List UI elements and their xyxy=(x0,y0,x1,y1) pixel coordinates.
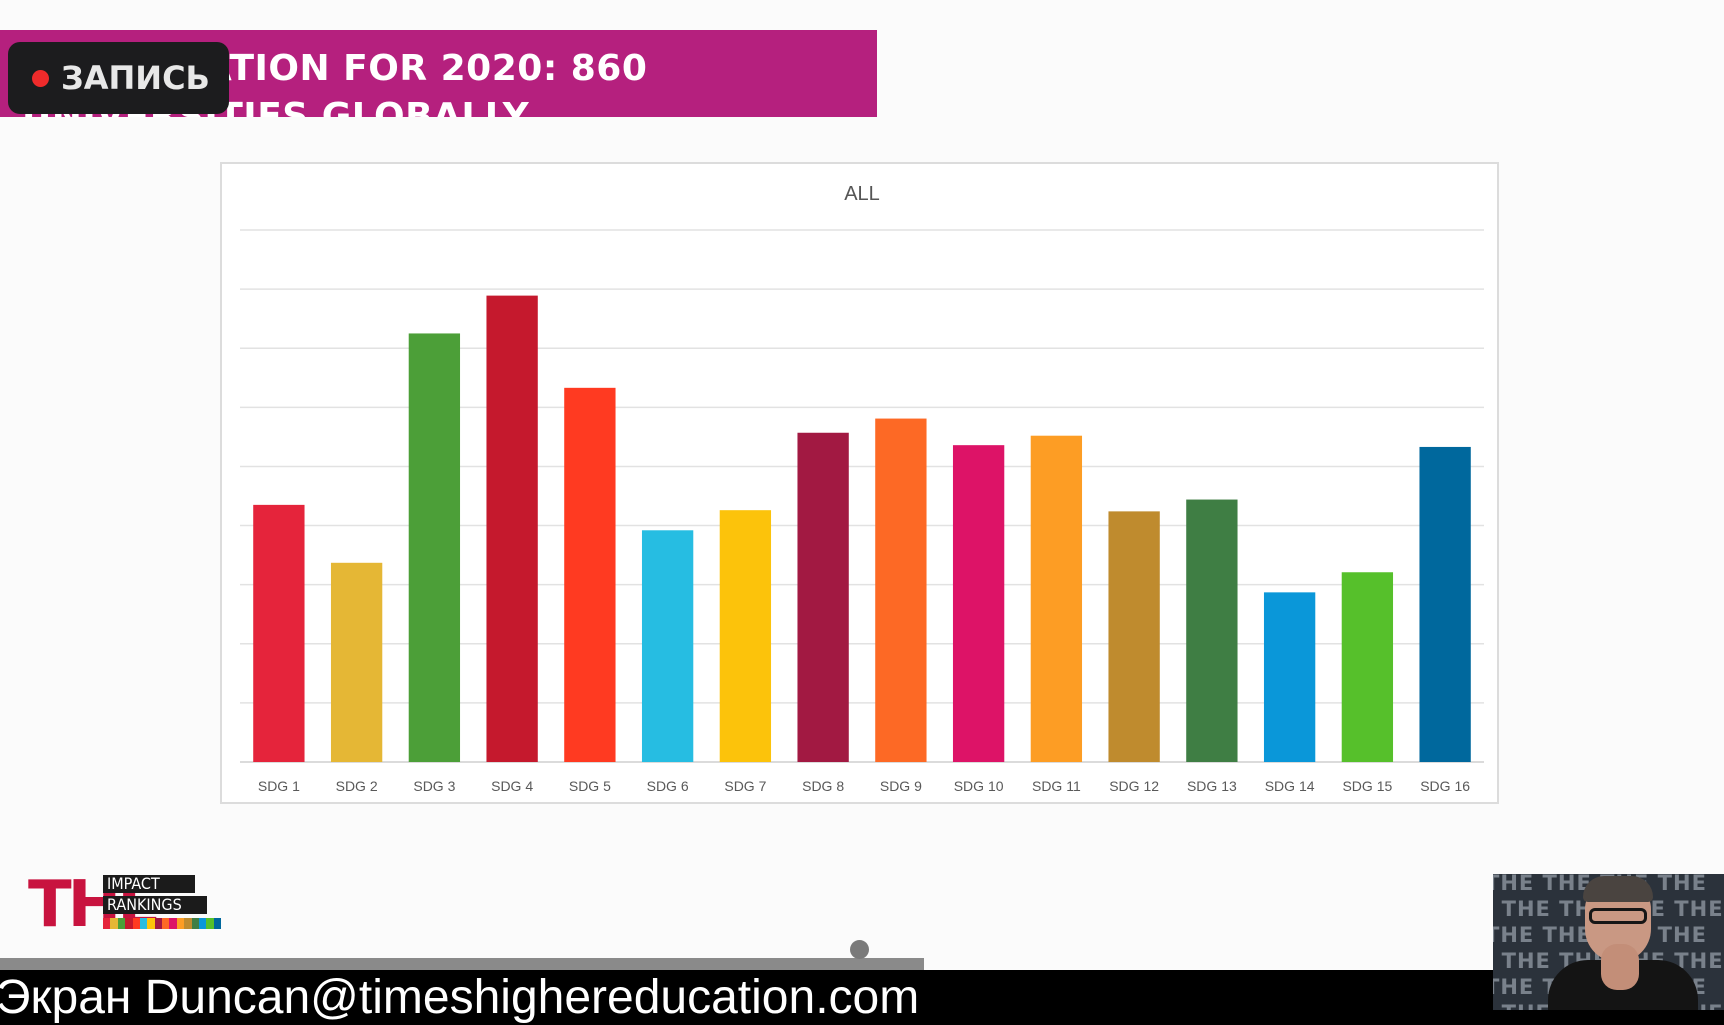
x-tick-label: SDG 5 xyxy=(569,778,611,794)
x-tick-label: SDG 1 xyxy=(258,778,300,794)
logo-strip-segment xyxy=(117,918,126,929)
x-tick-label: SDG 14 xyxy=(1265,778,1315,794)
record-dot-icon xyxy=(32,69,49,87)
logo-strip-segment xyxy=(103,918,111,929)
x-tick-label: SDG 8 xyxy=(802,778,844,794)
bar-sdg-10 xyxy=(952,445,1005,762)
x-tick-label: SDG 7 xyxy=(724,778,766,794)
laser-pointer-icon xyxy=(850,940,869,959)
bar-sdg-6 xyxy=(641,530,694,762)
logo-strip-segment xyxy=(132,918,140,929)
x-tick-label: SDG 12 xyxy=(1109,778,1159,794)
participant-glasses-icon xyxy=(1589,908,1647,924)
logo-strip-segment xyxy=(206,918,214,929)
bar-chart: ALL SDG 1 SDG 2 SDG 3 SDG 4 SDG 5 SDG 6 SDG 7 SD… xyxy=(220,162,1499,804)
x-tick-label: SDG 6 xyxy=(647,778,689,794)
bar-sdg-15 xyxy=(1341,572,1394,762)
bar-sdg-7 xyxy=(719,510,772,762)
bar-sdg-2 xyxy=(330,562,383,762)
slide-progress-bar xyxy=(0,958,924,970)
logo-strip-segment xyxy=(169,918,177,929)
participant-hair xyxy=(1583,876,1653,902)
bar-sdg-4 xyxy=(486,295,538,762)
participant-hand xyxy=(1601,944,1639,990)
x-tick-label: SDG 9 xyxy=(880,778,922,794)
bar-sdg-11 xyxy=(1030,435,1083,762)
the-impact-rankings-logo: THE IMPACT RANKINGS xyxy=(28,869,222,941)
participant-video-tile[interactable]: THE THE THE THE THE THE THE THE THE THE … xyxy=(1493,874,1724,1010)
x-tick-label: SDG 13 xyxy=(1187,778,1237,794)
bar-sdg-8 xyxy=(797,432,849,762)
x-tick-label: SDG 2 xyxy=(336,778,378,794)
x-tick-label: SDG 16 xyxy=(1420,778,1470,794)
bar-sdg-9 xyxy=(875,418,927,762)
logo-strip-segment xyxy=(198,918,207,929)
x-tick-label: SDG 15 xyxy=(1342,778,1392,794)
x-tick-label: SDG 11 xyxy=(1032,778,1081,794)
logo-strip-segment xyxy=(139,918,148,929)
x-tick-label: SDG 3 xyxy=(413,778,455,794)
logo-strip-segment xyxy=(162,918,170,929)
x-tick-label: SDG 10 xyxy=(954,778,1004,794)
bar-sdg-3 xyxy=(408,333,461,762)
logo-rankings-label: RANKINGS xyxy=(103,896,207,914)
logo-strip-segment xyxy=(184,918,192,929)
logo-strip-segment xyxy=(125,918,133,929)
screen-share-caption: Экран Duncan@timeshighereducation.com xyxy=(0,971,920,1024)
bar-sdg-1 xyxy=(253,504,305,762)
logo-strip-segment xyxy=(191,918,199,929)
screen-share-caption-bar xyxy=(0,970,1724,1025)
recording-label: ЗАПИСЬ xyxy=(61,59,210,97)
bar-chart-svg: ALL SDG 1 SDG 2 SDG 3 SDG 4 SDG 5 SDG 6 SDG 7 SD… xyxy=(240,183,1484,794)
logo-strip-segment xyxy=(213,918,221,929)
x-tick-label: SDG 4 xyxy=(491,778,533,794)
bar-sdg-14 xyxy=(1263,592,1316,762)
recording-indicator[interactable]: ЗАПИСЬ xyxy=(8,42,229,114)
bar-sdg-16 xyxy=(1419,446,1471,762)
bar-sdg-13 xyxy=(1186,499,1238,762)
bar-sdg-12 xyxy=(1108,511,1160,762)
logo-strip-segment xyxy=(147,918,155,929)
logo-sdg-color-strip xyxy=(103,918,221,929)
logo-strip-segment xyxy=(176,918,185,929)
bar-sdg-5 xyxy=(564,387,616,762)
logo-strip-segment xyxy=(154,918,162,929)
chart-title: ALL xyxy=(844,183,880,205)
logo-impact-label: IMPACT xyxy=(103,875,195,893)
logo-strip-segment xyxy=(110,918,118,929)
